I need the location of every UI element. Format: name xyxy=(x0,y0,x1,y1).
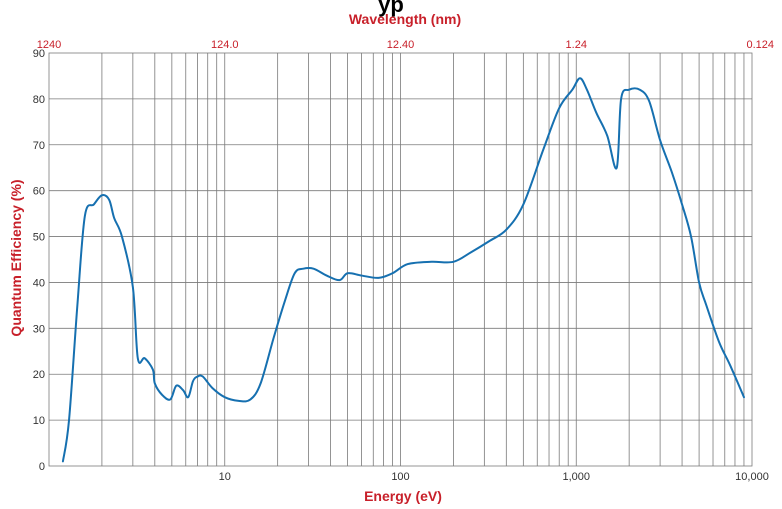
top-tick-label: 1240 xyxy=(37,39,61,51)
x-axis-label: Energy (eV) xyxy=(364,488,442,504)
x-tick-label: 10,000 xyxy=(735,471,769,483)
top-axis-label: Wavelength (nm) xyxy=(349,11,461,27)
top-tick-labels: 1240 124.0 12.40 1.24 0.124 xyxy=(37,39,774,51)
y-axis-label: Quantum Efficiency (%) xyxy=(8,179,24,336)
plot-frame xyxy=(48,52,753,467)
y-tick-labels: 0 10 20 30 40 50 60 70 80 90 xyxy=(33,48,45,473)
y-tick-label: 90 xyxy=(33,48,45,60)
top-tick-label: 12.40 xyxy=(387,39,415,51)
series-layer xyxy=(61,77,745,463)
y-tick-label: 20 xyxy=(33,369,45,381)
y-tick-label: 70 xyxy=(33,140,45,152)
y-tick-label: 40 xyxy=(33,277,45,289)
y-tick-label: 80 xyxy=(33,94,45,106)
y-tick-label: 60 xyxy=(33,186,45,198)
y-tick-label: 30 xyxy=(33,323,45,335)
x-tick-label: 1,000 xyxy=(562,471,590,483)
chart-title-fragment: yp xyxy=(378,0,404,17)
series-line xyxy=(61,77,745,463)
grid xyxy=(49,53,752,466)
y-tick-label: 0 xyxy=(39,461,45,473)
top-tick-label: 124.0 xyxy=(211,39,239,51)
x-tick-label: 10 xyxy=(219,471,231,483)
top-tick-label: 1.24 xyxy=(566,39,587,51)
top-tick-label: 0.124 xyxy=(746,39,774,51)
y-tick-label: 10 xyxy=(33,415,45,427)
x-tick-labels: 10 100 1,000 10,000 xyxy=(219,471,769,483)
y-tick-label: 50 xyxy=(33,232,45,244)
x-tick-label: 100 xyxy=(391,471,409,483)
